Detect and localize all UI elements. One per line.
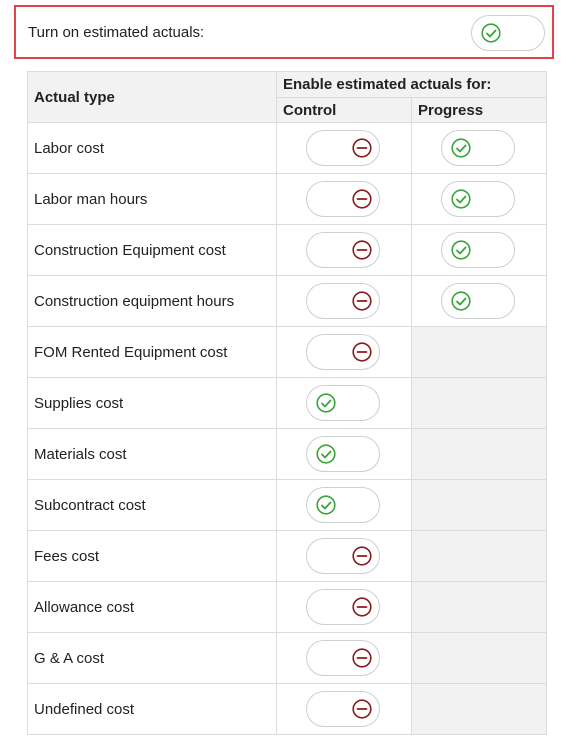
table-row: Allowance cost [27, 581, 547, 633]
check-circle-icon [481, 23, 501, 43]
control-toggle[interactable] [306, 130, 380, 166]
progress-cell [411, 632, 547, 684]
control-cell [276, 173, 412, 225]
minus-circle-icon [352, 546, 372, 566]
control-toggle[interactable] [306, 691, 380, 727]
progress-cell [411, 530, 547, 582]
control-toggle[interactable] [306, 232, 380, 268]
enable-estimated-actuals-header: Enable estimated actuals for: [276, 71, 547, 98]
check-circle-icon [316, 393, 336, 413]
control-toggle[interactable] [306, 436, 380, 472]
actual-type-name: Labor cost [27, 122, 277, 174]
estimated-actuals-master-panel: Turn on estimated actuals: [14, 5, 554, 59]
control-cell [276, 632, 412, 684]
progress-cell [411, 275, 547, 327]
progress-cell [411, 377, 547, 429]
control-column-header: Control [276, 97, 412, 123]
check-circle-icon [451, 240, 471, 260]
check-circle-icon [451, 291, 471, 311]
table-row: Labor cost [27, 122, 547, 174]
table-row: Supplies cost [27, 377, 547, 429]
control-cell [276, 122, 412, 174]
check-circle-icon [451, 138, 471, 158]
control-toggle[interactable] [306, 589, 380, 625]
progress-column-header: Progress [411, 97, 547, 123]
estimated-actuals-label: Turn on estimated actuals: [28, 24, 205, 41]
minus-circle-icon [352, 291, 372, 311]
table-row: Construction equipment hours [27, 275, 547, 327]
control-cell [276, 275, 412, 327]
control-toggle[interactable] [306, 283, 380, 319]
minus-circle-icon [352, 189, 372, 209]
progress-cell [411, 428, 547, 480]
actual-type-header: Actual type [27, 71, 277, 123]
control-cell [276, 428, 412, 480]
minus-circle-icon [352, 138, 372, 158]
actual-type-name: Labor man hours [27, 173, 277, 225]
progress-toggle[interactable] [441, 130, 515, 166]
table-row: Construction Equipment cost [27, 224, 547, 276]
actual-type-name: Construction Equipment cost [27, 224, 277, 276]
table-row: Undefined cost [27, 683, 547, 735]
minus-circle-icon [352, 597, 372, 617]
actual-type-name: Materials cost [27, 428, 277, 480]
progress-cell [411, 122, 547, 174]
actual-type-name: Construction equipment hours [27, 275, 277, 327]
progress-cell [411, 479, 547, 531]
actual-type-name: FOM Rented Equipment cost [27, 326, 277, 378]
minus-circle-icon [352, 648, 372, 668]
control-cell [276, 479, 412, 531]
control-cell [276, 224, 412, 276]
control-toggle[interactable] [306, 385, 380, 421]
progress-toggle[interactable] [441, 181, 515, 217]
control-cell [276, 530, 412, 582]
check-circle-icon [316, 495, 336, 515]
table-row: Subcontract cost [27, 479, 547, 531]
actual-type-name: Supplies cost [27, 377, 277, 429]
control-toggle[interactable] [306, 640, 380, 676]
actual-type-name: G & A cost [27, 632, 277, 684]
minus-circle-icon [352, 699, 372, 719]
table-row: FOM Rented Equipment cost [27, 326, 547, 378]
control-toggle[interactable] [306, 181, 380, 217]
table-row: Labor man hours [27, 173, 547, 225]
check-circle-icon [316, 444, 336, 464]
table-row: Materials cost [27, 428, 547, 480]
table-row: G & A cost [27, 632, 547, 684]
control-toggle[interactable] [306, 487, 380, 523]
control-cell [276, 683, 412, 735]
progress-cell [411, 173, 547, 225]
actual-type-name: Subcontract cost [27, 479, 277, 531]
control-cell [276, 581, 412, 633]
estimated-actuals-table: Actual type Enable estimated actuals for… [27, 71, 547, 735]
actual-type-name: Fees cost [27, 530, 277, 582]
progress-cell [411, 326, 547, 378]
progress-toggle[interactable] [441, 283, 515, 319]
progress-toggle[interactable] [441, 232, 515, 268]
table-row: Fees cost [27, 530, 547, 582]
control-cell [276, 326, 412, 378]
estimated-actuals-master-toggle[interactable] [471, 15, 545, 51]
actual-type-name: Undefined cost [27, 683, 277, 735]
progress-cell [411, 683, 547, 735]
minus-circle-icon [352, 342, 372, 362]
control-toggle[interactable] [306, 334, 380, 370]
progress-cell [411, 224, 547, 276]
control-toggle[interactable] [306, 538, 380, 574]
progress-cell [411, 581, 547, 633]
control-cell [276, 377, 412, 429]
check-circle-icon [451, 189, 471, 209]
minus-circle-icon [352, 240, 372, 260]
actual-type-name: Allowance cost [27, 581, 277, 633]
